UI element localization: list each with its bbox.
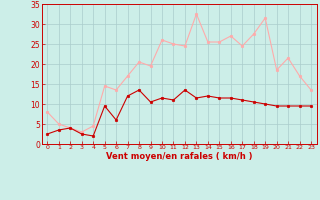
X-axis label: Vent moyen/en rafales ( km/h ): Vent moyen/en rafales ( km/h ) xyxy=(106,152,252,161)
